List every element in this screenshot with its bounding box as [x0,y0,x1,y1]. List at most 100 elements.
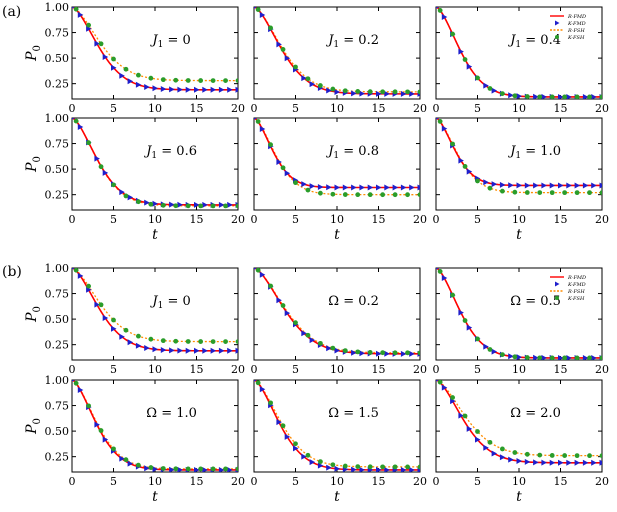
point-k-fmd [169,201,175,208]
point-k-fmd [359,466,365,472]
point-k-fmd [351,466,357,472]
point-k-fmd [194,201,200,208]
point-k-fmd [483,444,489,451]
plot-area [72,118,238,209]
x-tick-label: 15 [554,102,568,115]
point-k-fsh [367,350,373,355]
point-k-fsh [98,428,104,433]
point-k-fmd [111,325,117,332]
x-tick-label: 10 [512,102,526,115]
x-tick-label: 0 [69,363,76,376]
x-tick-label: 20 [595,363,609,376]
point-k-fmd [194,347,200,354]
point-k-fsh [587,453,592,459]
point-k-fmd [491,450,498,457]
point-k-fsh [392,89,398,95]
panel-b5: 0 5 10 15 20 t Ω = 1.5 [251,379,427,505]
y-axis-label-sub: 0 [32,306,43,312]
x-tick-label: 10 [330,475,344,488]
point-k-fmd [392,184,399,191]
point-k-fsh [417,350,420,356]
x-axis-label: t [334,489,340,505]
point-k-fsh [342,192,348,197]
point-k-fsh [86,22,91,28]
point-k-fmd [409,184,415,191]
series-r-fsh [72,268,238,343]
y-tick-label: 1.00 [45,1,70,14]
point-k-fmd [466,324,473,331]
x-tick-label: 15 [190,363,204,376]
x-tick-label: 20 [413,475,427,488]
point-k-fsh [330,345,336,351]
y-axis-label: P0 [24,418,43,435]
legend-swatch [555,20,560,26]
point-k-fmd [317,183,324,190]
point-k-fmd [436,268,439,270]
point-k-fmd [499,454,506,461]
point-k-fsh [405,350,410,356]
point-k-fmd [119,455,125,462]
x-tick-label: 0 [433,475,440,488]
point-k-fsh [437,269,443,274]
point-k-fmd [326,87,332,94]
x-tick-label: 20 [413,213,427,226]
point-k-fsh [293,320,298,326]
point-k-fmd [499,181,506,188]
annotation-value: = 1.5 [339,406,379,421]
point-k-fmd [458,157,464,164]
annotation-symbol: J [507,144,516,159]
y-tick-label: 0.75 [45,288,70,301]
point-k-fsh [293,64,298,70]
point-k-fsh [198,78,204,83]
legend-swatch [555,35,559,39]
point-k-fsh [198,203,204,209]
annotation-symbol: Ω [510,406,521,421]
point-k-fsh [280,303,286,308]
point-k-fmd [574,182,581,189]
point-k-fsh [487,347,493,352]
point-k-fmd [102,436,109,443]
point-k-fsh [210,339,216,344]
y-tick-label: 0.25 [45,339,70,352]
y-axis-label-sub: 0 [32,156,43,162]
point-k-fmd [549,182,556,189]
point-k-fmd [77,272,84,279]
point-k-fsh [537,190,543,195]
point-k-fmd [169,86,175,93]
point-k-fsh [198,339,204,344]
x-tick-label: 0 [251,363,258,376]
point-k-fmd [533,459,539,466]
point-k-fsh [475,429,480,434]
point-k-fmd [218,201,225,208]
point-k-fmd [384,466,390,472]
x-tick-label: 0 [69,102,76,115]
x-tick-label: 10 [330,213,344,226]
x-tick-label: 20 [231,213,245,226]
point-k-fmd [152,85,158,92]
point-k-fsh [185,339,191,344]
point-k-fsh [173,203,179,209]
point-k-fsh [574,355,580,360]
point-k-fmd [508,182,514,189]
point-k-fmd [160,86,167,93]
point-k-fsh [198,466,204,472]
point-k-fsh [487,86,493,91]
point-k-fsh [148,75,154,81]
point-k-fmd [441,275,448,282]
y-tick-label: 0.50 [45,163,70,176]
point-k-fmd [533,354,539,360]
x-tick-label: 15 [372,363,386,376]
point-k-fsh [599,190,602,196]
point-k-fmd [276,419,282,426]
point-k-fmd [194,466,200,472]
point-k-fmd [284,170,291,177]
x-tick-label: 5 [292,102,299,115]
point-k-fsh [512,189,518,195]
point-k-fsh [462,57,468,62]
x-tick-label: 5 [110,363,117,376]
point-k-fmd [194,86,200,93]
y-tick-label: 0.25 [45,189,70,202]
point-k-fsh [98,302,104,308]
panel-annotation: J1 = 1.0 [507,144,561,161]
